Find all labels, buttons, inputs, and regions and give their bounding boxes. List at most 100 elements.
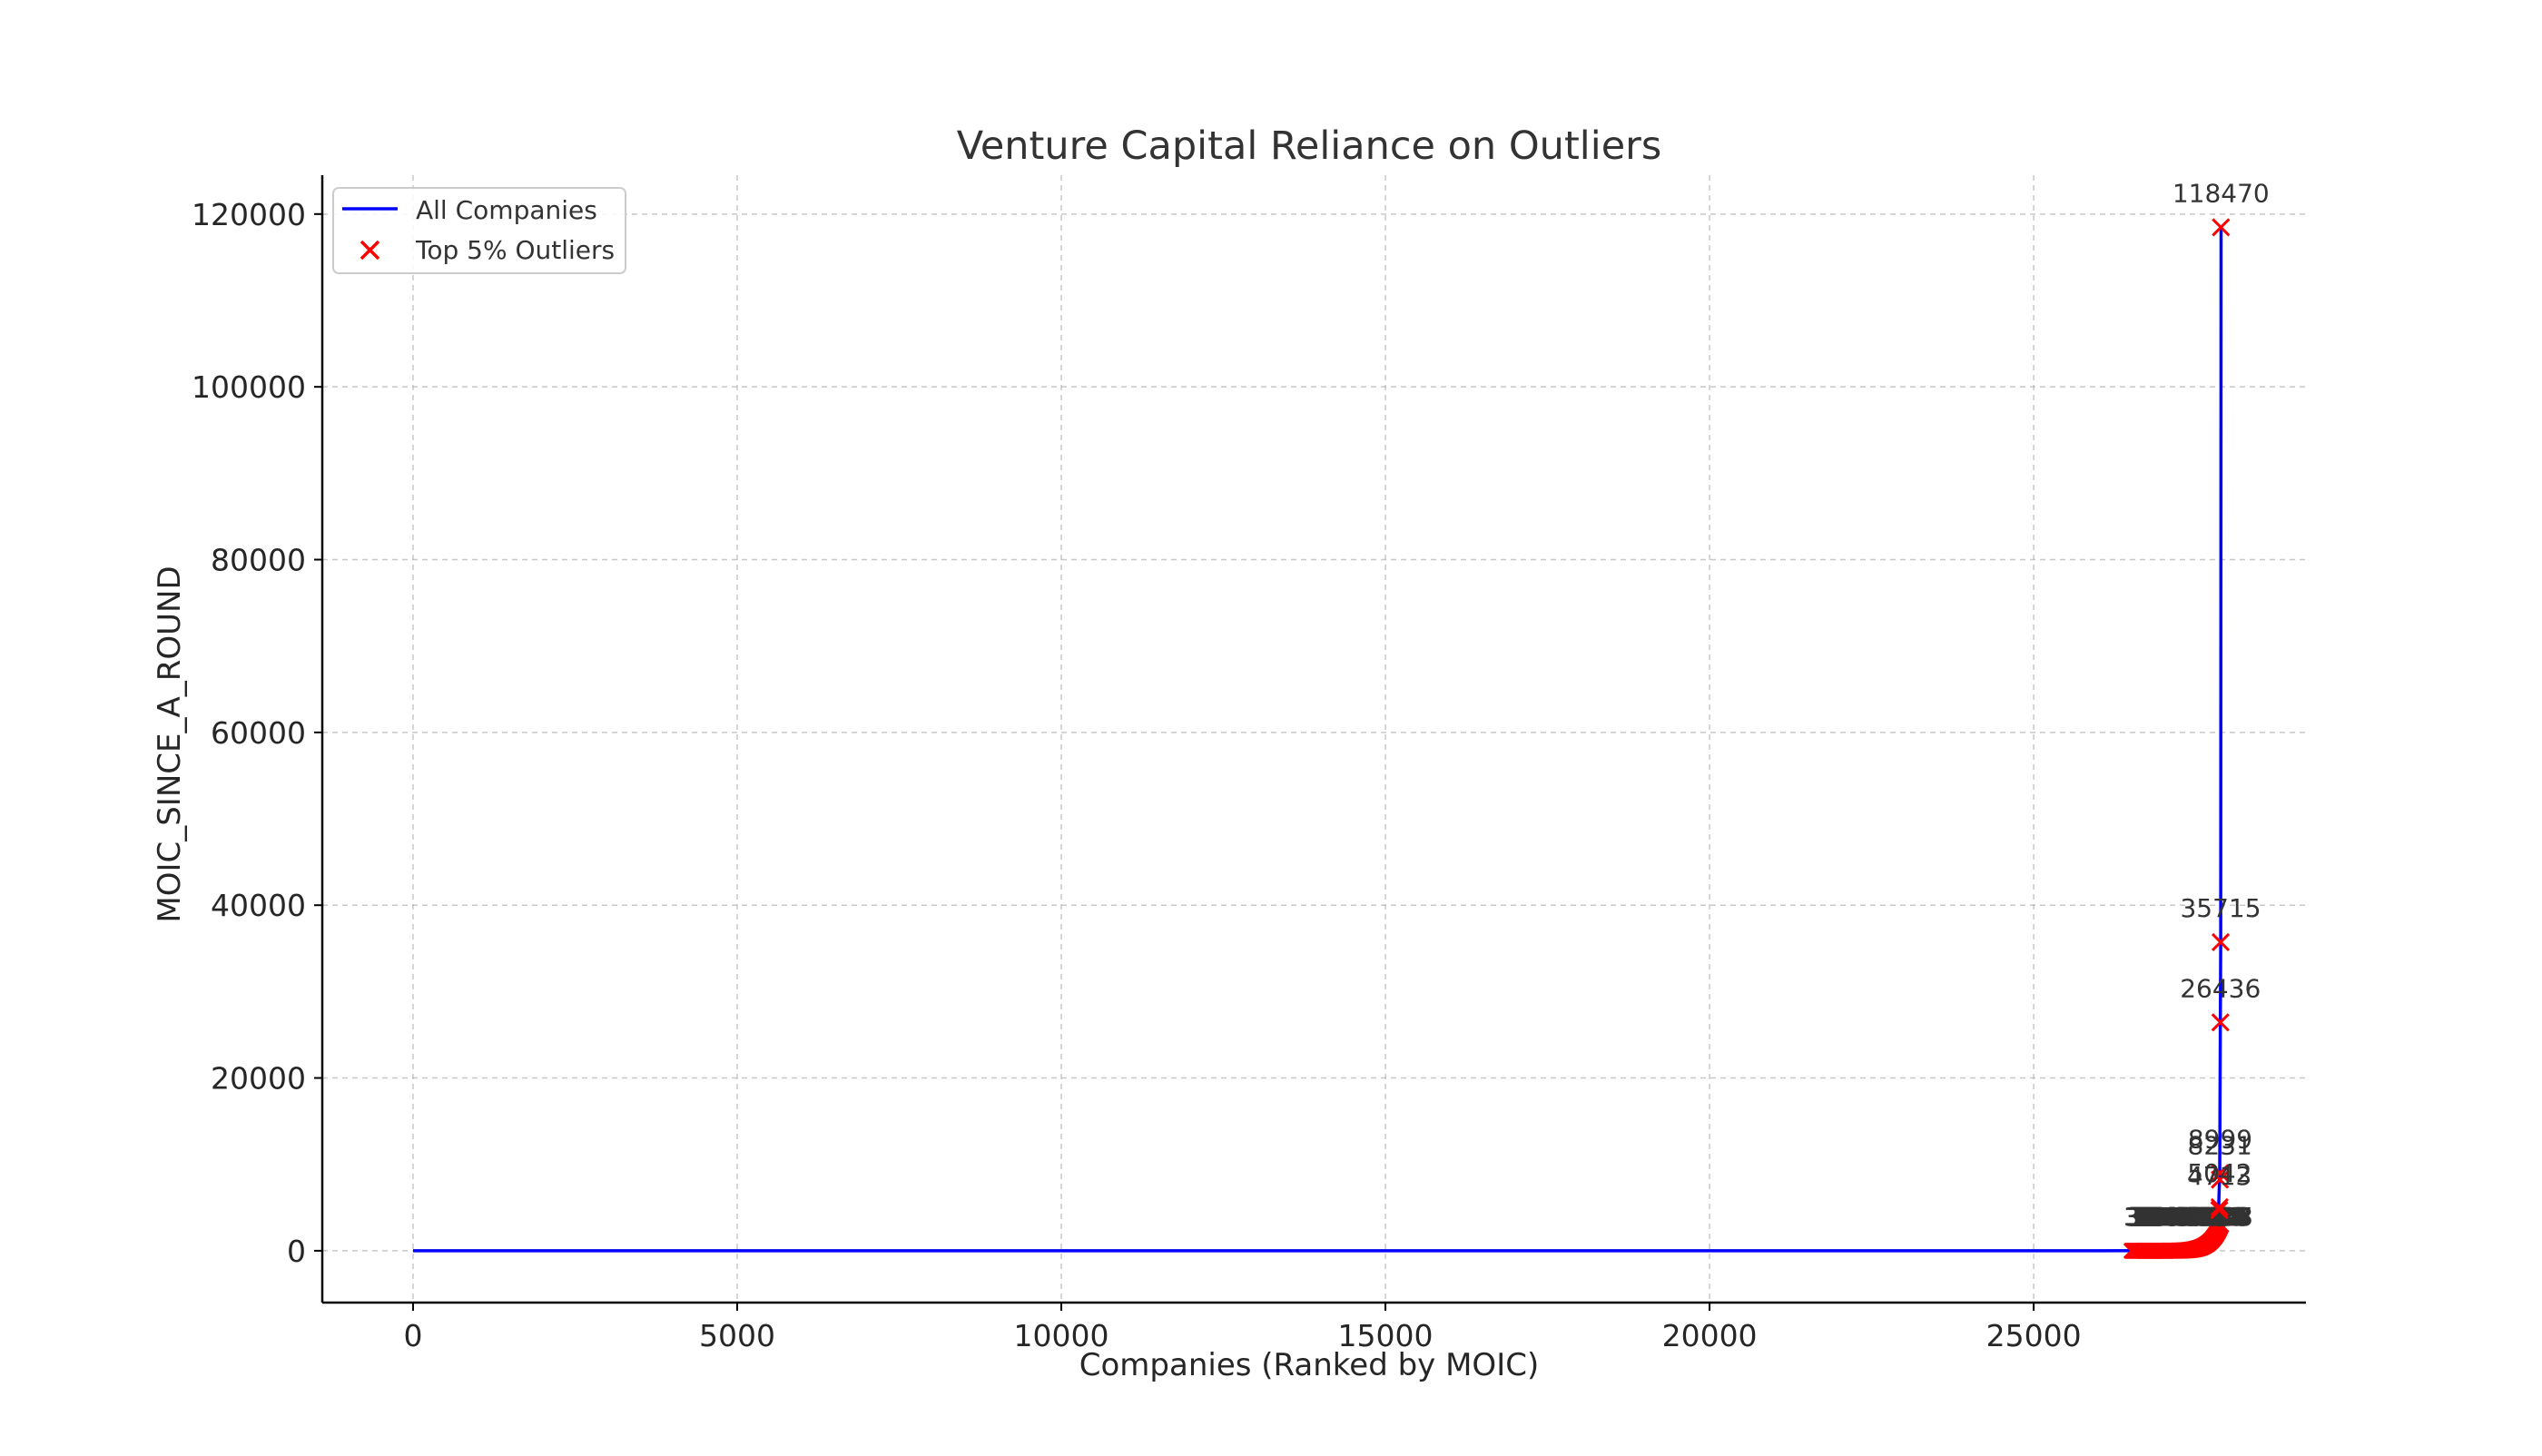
outlier-point-labeled (2211, 1170, 2230, 1189)
outlier-value-label: 3 (2141, 1202, 2157, 1232)
outlier-value-label: 141 (2168, 1202, 2216, 1232)
outlier-value-label: 3 (2133, 1202, 2149, 1232)
x-marker-stroke (2210, 1197, 2229, 1216)
x-tick-label: 5000 (699, 1318, 775, 1353)
outlier-value-label: 3 (2153, 1202, 2169, 1232)
chart-title: Venture Capital Reliance on Outliers (957, 123, 1661, 169)
outlier-value-label: 3 (2125, 1202, 2142, 1232)
outlier-value-label: 63 (2171, 1202, 2203, 1232)
outlier-value-label: 1105 (2178, 1202, 2242, 1232)
legend-entry-all-companies: All Companies (416, 195, 597, 225)
outlier-value-label: 3 (2146, 1202, 2163, 1232)
series-layer: 3333333333333333333333333333333333333333… (413, 178, 2270, 1259)
legend-x-marker (360, 240, 380, 261)
line-series-all-companies (413, 227, 2223, 1253)
outlier-value-label: 9 (2165, 1202, 2182, 1232)
y-tick-label: 60000 (211, 715, 306, 751)
x-marker-stroke (2211, 1013, 2230, 1032)
outlier-value-label: 8 (2164, 1202, 2181, 1232)
y-tick-label: 120000 (192, 197, 306, 232)
outlier-value-label: 3 (2140, 1202, 2156, 1232)
outlier-value-label: 4 (2157, 1202, 2173, 1232)
outlier-value-label: 4 (2156, 1202, 2173, 1232)
x-marker-stroke (2211, 1170, 2230, 1189)
outlier-value-label: 3 (2139, 1202, 2155, 1232)
outlier-value-label: 3 (2127, 1202, 2143, 1232)
outlier-value-label: 14 (2160, 1202, 2192, 1232)
outlier-value-label: 3 (2123, 1202, 2140, 1232)
outlier-value-label: 5042 (2187, 1158, 2251, 1188)
outlier-value-label: 3 (2143, 1202, 2159, 1232)
outlier-value-label: 3 (2144, 1202, 2161, 1232)
outlier-value-label: 3 (2147, 1202, 2163, 1232)
outlier-value-label: 30 (2165, 1202, 2198, 1232)
outlier-value-label: 11 (2158, 1202, 2191, 1232)
outlier-value-label: 105 (2166, 1202, 2214, 1232)
x-marker-stroke (2210, 1200, 2229, 1220)
outlier-value-label: 8999 (2188, 1124, 2252, 1154)
outlier-value-label: 6 (2161, 1202, 2177, 1232)
outlier-value-label: 3 (2134, 1202, 2151, 1232)
outlier-value-label: 46 (2168, 1202, 2201, 1232)
x-tick-label: 15000 (1338, 1318, 1434, 1353)
outlier-value-label: 3 (2143, 1202, 2160, 1232)
outlier-value-label: 3 (2150, 1202, 2166, 1232)
outlier-value-label: 3 (2131, 1202, 2147, 1232)
outlier-value-label: 3 (2128, 1202, 2144, 1232)
outlier-value-label: 4 (2158, 1202, 2174, 1232)
outlier-value-label: 70 (2171, 1202, 2203, 1232)
outlier-value-label: 4 (2156, 1202, 2173, 1232)
grid-layer (322, 175, 2306, 1303)
outlier-value-label: 5 (2161, 1202, 2177, 1232)
outlier-value-label: 3 (2137, 1202, 2153, 1232)
outlier-value-label: 8 (2163, 1202, 2180, 1232)
y-axis-label: MOIC_SINCE_A_ROUND (152, 566, 188, 922)
x-marker-stroke (2212, 1216, 2230, 1234)
outlier-value-label: 1024 (2177, 1202, 2241, 1232)
outlier-value-label: 5 (2159, 1202, 2175, 1232)
x-tick-label: 10000 (1014, 1318, 1109, 1353)
outlier-value-label: 3 (2148, 1202, 2164, 1232)
outlier-value-label: 155 (2169, 1202, 2217, 1232)
x-marker-stroke (2212, 218, 2231, 237)
outlier-value-label: 116 (2167, 1202, 2215, 1232)
outlier-value-label: 171 (2170, 1202, 2218, 1232)
outlier-value-label: 3 (2149, 1202, 2165, 1232)
outlier-value-label: 95 (2173, 1202, 2206, 1232)
outlier-value-label: 35715 (2180, 893, 2261, 923)
y-tick-label: 0 (287, 1234, 306, 1269)
outlier-value-label: 3 (2138, 1202, 2154, 1232)
outlier-point-labeled (2210, 1197, 2229, 1216)
x-tick-label: 25000 (1986, 1318, 2082, 1353)
outlier-value-label: 33 (2166, 1202, 2199, 1232)
outlier-point (2212, 1216, 2230, 1234)
outlier-value-label: 78 (2172, 1202, 2204, 1232)
outlier-value-label: 24 (2163, 1202, 2196, 1232)
outlier-value-label: 3 (2148, 1202, 2164, 1232)
outlier-point-labeled (2210, 1200, 2229, 1220)
outlier-value-label: 3 (2153, 1202, 2170, 1232)
outlier-value-label: 4713 (2187, 1161, 2251, 1191)
y-tick-label: 80000 (211, 543, 306, 578)
outlier-value-label: 3 (2151, 1202, 2167, 1232)
legend-entry-top-outliers: Top 5% Outliers (415, 235, 615, 265)
outlier-value-label: 4 (2154, 1202, 2171, 1232)
outlier-value-label: 19 (2162, 1202, 2194, 1232)
outlier-point-labeled (2211, 932, 2231, 952)
y-tick-label: 20000 (211, 1061, 306, 1097)
outlier-value-label: 3 (2145, 1202, 2162, 1232)
outlier-value-label: 3 (2124, 1202, 2141, 1232)
outlier-value-label: 3 (2143, 1202, 2160, 1232)
outlier-value-label: 3 (2133, 1202, 2150, 1232)
x-tick-label: 0 (403, 1318, 422, 1353)
outlier-value-label: 3 (2130, 1202, 2146, 1232)
outlier-value-label: 27 (2164, 1202, 2197, 1232)
outlier-value-label: 13 (2159, 1202, 2192, 1232)
outlier-value-label: 3 (2152, 1202, 2168, 1232)
outlier-value-label: 22 (2163, 1202, 2195, 1232)
outlier-value-label: 41 (2167, 1202, 2200, 1232)
ticks-layer: 0 5000 10000 15000 20000 25000 0 20000 40000 6000… (192, 197, 2082, 1353)
outlier-value-label: 3 (2134, 1202, 2151, 1232)
outlier-value-label: 16 (2161, 1202, 2193, 1232)
